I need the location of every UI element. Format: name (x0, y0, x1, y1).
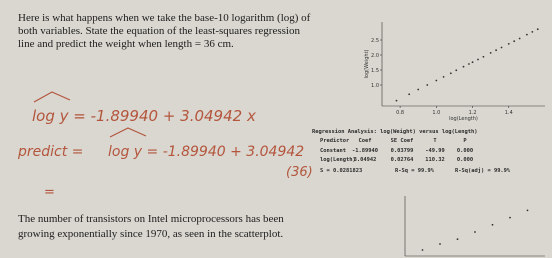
y-tick-label: 2.0 (371, 53, 379, 59)
x-tick-label: 1.0 (432, 110, 440, 116)
point (489, 52, 492, 54)
point (455, 69, 458, 72)
regression-table: Predictor Coef SE Coef T P Constant -1.89940 0.… (320, 138, 511, 174)
table-header: SE Coef (391, 138, 414, 144)
table-header: T (433, 138, 437, 144)
point (495, 49, 497, 52)
point (435, 79, 438, 82)
table-cell: Constant (320, 148, 346, 154)
hat (33, 91, 71, 103)
hat (109, 127, 147, 138)
point (408, 93, 411, 96)
table-summary: R-Sq(adj) = 99.9% (455, 167, 511, 174)
table-cell: 0.02764 (391, 157, 414, 163)
table-cell: 0.000 (457, 157, 473, 163)
point (449, 72, 452, 75)
point (471, 61, 474, 64)
table-cell: 0.000 (457, 148, 473, 154)
prediction: log y = -1.89940 + 3.04942 (108, 144, 304, 160)
substitution: (36) (286, 165, 313, 180)
point (462, 65, 465, 68)
table-cell: 3.04942 (354, 157, 377, 163)
point (513, 40, 516, 43)
x-tick-label: 0.8 (396, 110, 404, 116)
point (477, 58, 479, 61)
table-summary: S = 0.0281823 (320, 168, 362, 174)
point (482, 55, 485, 58)
intro-line: line and predict the weight when length … (18, 38, 234, 50)
y-tick-label: 1.0 (371, 83, 379, 89)
table-cell: 110.32 (425, 157, 444, 163)
regression-title: Regression Analysis: log(Weight) versus … (312, 129, 478, 135)
point (456, 238, 459, 241)
point (531, 31, 534, 33)
table-cell: -1.89940 (352, 148, 378, 154)
table-header: P (463, 138, 467, 144)
point (507, 43, 510, 45)
point (442, 76, 445, 78)
table-cell: 0.03799 (391, 148, 414, 154)
point (491, 223, 494, 226)
point (526, 209, 529, 212)
outro-line: The number of transistors on Intel micro… (18, 213, 284, 225)
intro-line: both variables. State the equation of th… (18, 25, 300, 37)
x-tick-label: 1.2 (469, 110, 477, 116)
x-tick-label: 1.4 (505, 110, 513, 116)
y-tick-label: 1.5 (371, 68, 379, 74)
point (421, 249, 424, 251)
table-header: Predictor (320, 138, 350, 144)
intro-line: Here is what happens when we take the ba… (18, 12, 311, 24)
table-summary: R-Sq = 99.9% (395, 168, 435, 174)
table-cell: -49.99 (425, 148, 444, 154)
result: = (44, 185, 55, 200)
table-header: Coef (359, 138, 372, 144)
table-cell: log(Length) (320, 157, 356, 163)
x-axis-label: log(Length) (449, 116, 478, 122)
equation: log y = -1.89940 + 3.04942 x (32, 107, 256, 125)
point (536, 28, 539, 31)
point (518, 37, 521, 40)
outro-line: growing exponentially since 1970, as see… (18, 228, 283, 240)
y-axis-label: log(Weight) (364, 49, 370, 78)
point (395, 99, 398, 102)
point (509, 216, 511, 219)
point (500, 46, 503, 49)
y-tick-label: 2.5 (371, 38, 379, 44)
point (426, 84, 429, 86)
prediction-label: predict = (17, 144, 83, 160)
point (439, 243, 441, 245)
point (468, 63, 470, 65)
point (525, 33, 528, 36)
point (417, 88, 420, 91)
point (474, 231, 476, 233)
